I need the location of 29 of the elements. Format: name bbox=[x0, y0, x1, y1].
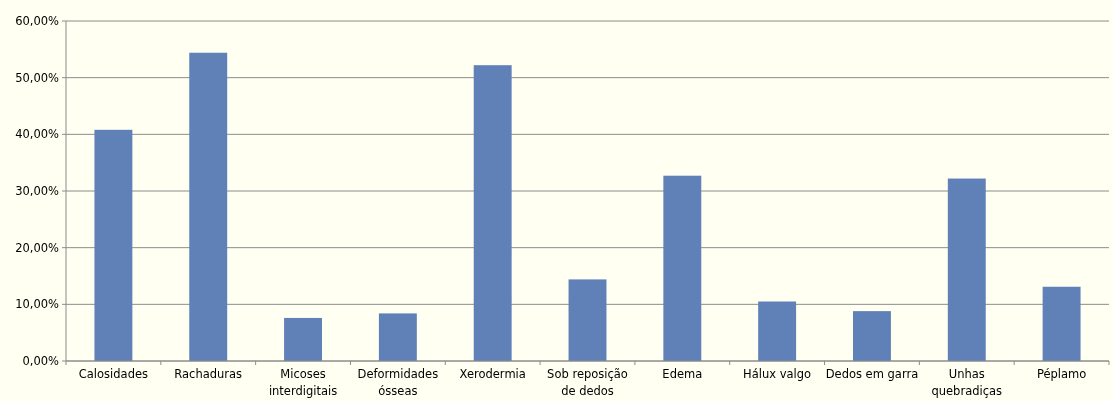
bar bbox=[1042, 286, 1081, 361]
bar bbox=[568, 279, 607, 361]
x-tick-label: Deformidades ósseas bbox=[357, 367, 439, 398]
bar bbox=[947, 178, 986, 361]
x-tick-label: Calosidades bbox=[78, 367, 149, 381]
y-tick-label: 60,00% bbox=[15, 14, 60, 29]
x-tick-label: Hálux valgo bbox=[743, 367, 812, 381]
y-tick-label: 50,00% bbox=[15, 70, 60, 85]
y-tick-label: 40,00% bbox=[15, 127, 60, 142]
bar bbox=[189, 52, 228, 361]
bar bbox=[94, 129, 133, 361]
bar bbox=[284, 317, 323, 361]
bar bbox=[663, 175, 702, 361]
y-tick-label: 0,00% bbox=[22, 354, 60, 369]
x-tick-label: Sob reposição de dedos bbox=[547, 367, 628, 398]
y-tick-label: 30,00% bbox=[15, 184, 60, 199]
x-tick-label: Micoses interdigitais bbox=[268, 367, 338, 398]
x-tick-label: Rachaduras bbox=[174, 367, 243, 381]
y-tick-label: 20,00% bbox=[15, 240, 60, 255]
x-tick-label: Edema bbox=[662, 367, 703, 381]
y-tick-label: 10,00% bbox=[15, 297, 60, 312]
x-tick-label: Dedos em garra bbox=[825, 367, 919, 381]
x-tick-label: Unhas quebradiças bbox=[931, 367, 1003, 398]
bar bbox=[378, 313, 417, 361]
x-tick-label: Péplamo bbox=[1036, 367, 1087, 381]
bar bbox=[852, 311, 891, 361]
bar bbox=[473, 65, 512, 361]
x-tick-label: Xerodermia bbox=[459, 367, 526, 381]
bar bbox=[758, 301, 797, 361]
